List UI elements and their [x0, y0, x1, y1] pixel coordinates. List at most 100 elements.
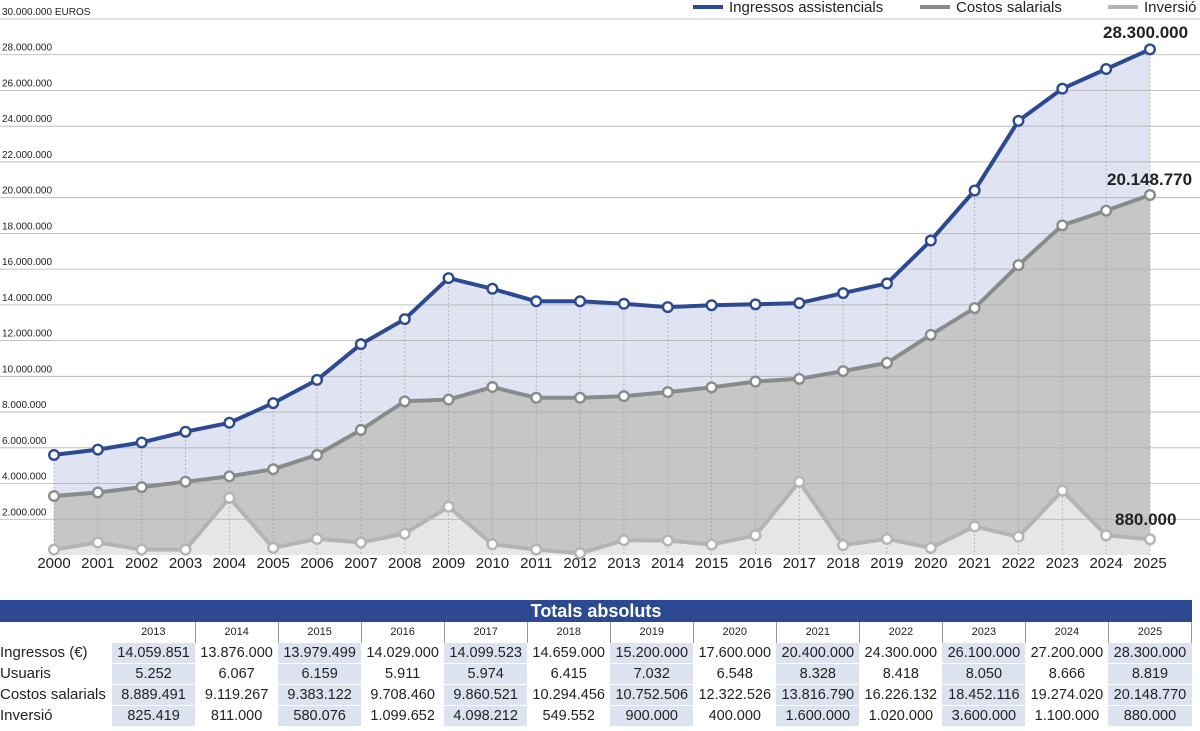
y-tick-label: 2.000.000 — [2, 507, 47, 518]
table-cell: 900.000 — [610, 705, 694, 726]
table-cell: 5.252 — [112, 663, 196, 685]
table-year-header: 2013 — [112, 622, 196, 643]
x-tick-label: 2010 — [476, 555, 509, 572]
data-point — [398, 395, 411, 408]
table-cell: 28.300.000 — [1108, 642, 1192, 664]
table-cell: 400.000 — [693, 705, 777, 726]
table-cell: 6.159 — [278, 663, 362, 685]
data-point — [91, 536, 104, 549]
data-point — [749, 298, 762, 311]
y-tick-label: 14.000.000 — [2, 293, 52, 304]
table-cell: 17.600.000 — [693, 642, 777, 664]
table-cell: 9.708.460 — [361, 684, 445, 706]
x-tick-label: 2009 — [432, 555, 465, 572]
data-point — [311, 448, 324, 461]
y-tick-label: 24.000.000 — [2, 114, 52, 125]
data-point — [135, 481, 148, 494]
series-line-2 — [53, 479, 1151, 556]
x-tick-label: 2013 — [607, 555, 640, 572]
data-point — [968, 184, 981, 197]
data-point — [661, 386, 674, 399]
x-tick-label: 2004 — [213, 555, 246, 572]
table-cell: 1.100.000 — [1025, 705, 1109, 726]
x-tick-label: 2024 — [1089, 555, 1122, 572]
data-point — [793, 372, 806, 385]
data-point — [442, 393, 455, 406]
table-cell: 549.552 — [527, 705, 611, 726]
y-axis-label: 30.000.000 EUROS — [2, 7, 91, 18]
data-point — [486, 538, 499, 551]
table-row: Usuaris 5.252 6.067 6.159 5.911 5.974 6.415 7.0… — [0, 663, 1192, 685]
x-tick-label: 2002 — [125, 555, 158, 572]
table-corner — [0, 622, 112, 643]
data-point — [267, 463, 280, 476]
totals-table-section: Totals absoluts 2013 2014 2015 2016 2017 2018… — [0, 600, 1193, 726]
table-cell: 20.400.000 — [776, 642, 860, 664]
table-cell: 12.322.526 — [693, 684, 777, 706]
table-cell: 9.860.521 — [444, 684, 528, 706]
data-point — [486, 282, 499, 295]
y-tick-label: 22.000.000 — [2, 150, 52, 161]
data-point — [1012, 259, 1025, 272]
data-point — [574, 295, 587, 308]
data-point — [442, 272, 455, 285]
table-year-header: 2019 — [610, 622, 694, 643]
totals-title: Totals absoluts — [0, 600, 1192, 622]
x-tick-label: 2016 — [739, 555, 772, 572]
table-row: Costos salarials 8.889.491 9.119.267 9.383.… — [0, 684, 1192, 706]
table-cell: 6.067 — [195, 663, 279, 685]
data-point — [705, 381, 718, 394]
table-cell: 10.294.456 — [527, 684, 611, 706]
table-cell: 13.876.000 — [195, 642, 279, 664]
table-cell: 3.600.000 — [942, 705, 1026, 726]
table-cell: 24.300.000 — [859, 642, 943, 664]
table-cell: 5.911 — [361, 663, 445, 685]
y-tick-label: 4.000.000 — [2, 472, 47, 483]
data-point — [793, 475, 806, 488]
table-year-header: 2016 — [361, 622, 445, 643]
table-cell: 8.666 — [1025, 663, 1109, 685]
data-point — [135, 543, 148, 556]
row-label: Inversió — [0, 705, 113, 726]
table-cell: 26.100.000 — [942, 642, 1026, 664]
y-tick-label: 16.000.000 — [2, 257, 52, 268]
data-point — [661, 534, 674, 547]
table-cell: 8.889.491 — [112, 684, 196, 706]
data-point — [223, 470, 236, 483]
row-label: Ingressos (€) — [0, 642, 113, 664]
table-cell: 8.328 — [776, 663, 860, 685]
table-cell: 811.000 — [195, 705, 279, 726]
data-point — [1100, 63, 1113, 76]
x-tick-label: 2011 — [520, 555, 552, 572]
data-point — [1012, 114, 1025, 127]
y-tick-label: 28.000.000 — [2, 43, 52, 54]
y-tick-label: 18.000.000 — [2, 221, 52, 232]
data-point — [837, 287, 850, 300]
data-point — [837, 539, 850, 552]
table-year-header: 2020 — [693, 622, 777, 643]
table-year-header: 2022 — [859, 622, 943, 643]
data-point — [398, 313, 411, 326]
table-cell: 19.274.020 — [1025, 684, 1109, 706]
table-row: Ingressos (€) 14.059.851 13.876.000 13.979.… — [0, 642, 1192, 664]
table-year-header: 2023 — [942, 622, 1026, 643]
data-point — [267, 541, 280, 554]
table-cell: 8.418 — [859, 663, 943, 685]
table-cell: 8.819 — [1108, 663, 1192, 685]
data-point — [486, 381, 499, 394]
data-point — [442, 500, 455, 513]
legend-label: Ingressos assistencials — [729, 0, 883, 16]
x-tick-label: 2003 — [169, 555, 202, 572]
data-point — [1100, 529, 1113, 542]
data-point — [880, 277, 893, 290]
data-point — [749, 375, 762, 388]
data-point — [267, 397, 280, 410]
data-point — [749, 529, 762, 542]
data-point — [1056, 82, 1069, 95]
data-point — [1143, 43, 1156, 56]
data-point — [705, 299, 718, 312]
data-point — [91, 486, 104, 499]
table-year-header: 2017 — [444, 622, 528, 643]
data-point — [91, 443, 104, 456]
x-tick-label: 2007 — [344, 555, 377, 572]
